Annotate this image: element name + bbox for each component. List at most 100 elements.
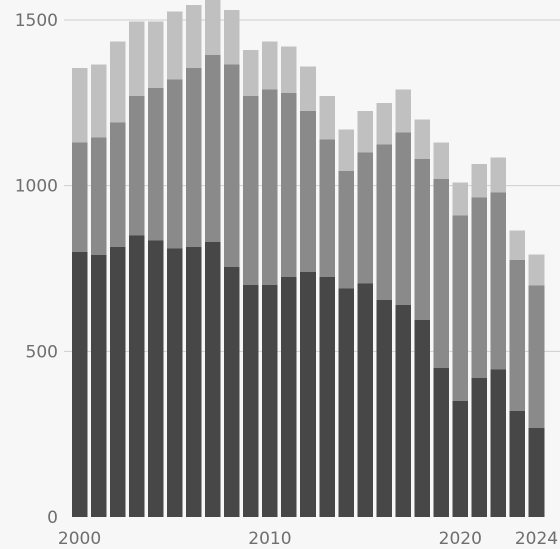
bar-segment-1 <box>185 246 202 518</box>
bar-segment-1 <box>128 235 145 517</box>
bar-segment-2 <box>433 179 450 368</box>
bar-segment-1 <box>471 377 488 517</box>
y-tick-label: 1500 <box>15 11 58 31</box>
bar-segment-1 <box>357 283 373 517</box>
bar-group-2004 <box>147 21 164 517</box>
bar-segment-1 <box>433 367 450 517</box>
bar-segment-1 <box>528 428 545 517</box>
bar-segment-2 <box>395 132 411 305</box>
bar-segment-2 <box>128 96 145 236</box>
bar-segment-3 <box>185 5 202 69</box>
bar-segment-3 <box>414 119 431 160</box>
bar-segment-2 <box>205 54 221 242</box>
bar-segment-2 <box>414 159 431 320</box>
bar-segment-3 <box>509 230 526 261</box>
bar-segment-3 <box>319 96 335 140</box>
bar-segment-2 <box>262 89 278 286</box>
bar-segment-3 <box>205 0 221 55</box>
bar-segment-3 <box>357 111 373 153</box>
bar-segment-2 <box>300 111 316 272</box>
y-tick-label: 0 <box>47 508 58 528</box>
bar-segment-1 <box>243 285 259 517</box>
bar-segment-2 <box>147 87 164 241</box>
bar-segment-3 <box>128 21 145 97</box>
bar-segment-3 <box>433 142 450 180</box>
bar-segment-3 <box>243 49 259 97</box>
bar-group-2009 <box>243 49 259 517</box>
x-axis: 2000 2010 2020 2024 <box>58 529 558 549</box>
bar-group-2011 <box>281 46 297 517</box>
bar-segment-2 <box>243 96 259 286</box>
bar-segment-2 <box>452 215 469 402</box>
bar-segment-3 <box>109 41 126 123</box>
bar-group-2001 <box>90 64 107 517</box>
bar-group-2007 <box>205 0 221 517</box>
bar-segment-3 <box>166 11 183 80</box>
bar-group-2006 <box>185 5 202 518</box>
bar-group-2014 <box>338 129 354 517</box>
bar-segment-3 <box>300 66 316 112</box>
bar-segment-3 <box>71 68 88 143</box>
bar-group-2010 <box>262 41 278 517</box>
bar-segment-2 <box>224 64 240 267</box>
bar-segment-3 <box>147 21 164 88</box>
bar-segment-3 <box>338 129 354 171</box>
bar-segment-2 <box>490 192 507 370</box>
bar-segment-1 <box>281 276 297 517</box>
x-tick-label: 2020 <box>439 529 482 549</box>
bar-segment-2 <box>90 137 107 256</box>
bar-segment-3 <box>471 164 488 198</box>
bar-segment-2 <box>338 170 354 289</box>
bar-segment-1 <box>452 401 469 517</box>
bar-segment-1 <box>109 246 126 518</box>
bar-group-2018 <box>414 119 431 517</box>
x-tick-label: 2024 <box>515 529 558 549</box>
bar-segment-3 <box>452 182 469 216</box>
bar-group-2015 <box>357 111 373 517</box>
bar-group-2012 <box>300 66 316 517</box>
y-tick-label: 500 <box>26 342 58 362</box>
bar-segment-1 <box>71 251 88 517</box>
bar-segment-2 <box>528 285 545 429</box>
bar-group-2016 <box>376 102 392 517</box>
bar-segment-1 <box>262 285 278 517</box>
bar-segment-1 <box>395 304 411 517</box>
bar-segment-2 <box>71 142 88 252</box>
bar-group-2021 <box>471 164 488 517</box>
bar-segment-2 <box>471 197 488 378</box>
bar-segment-1 <box>90 255 107 517</box>
bar-group-2020 <box>452 182 469 517</box>
bar-segment-3 <box>90 64 107 138</box>
bar-group-2002 <box>109 41 126 518</box>
bar-segment-1 <box>490 369 507 517</box>
bar-group-2008 <box>224 10 240 517</box>
bar-group-2013 <box>319 96 335 517</box>
bar-group-2000 <box>71 68 88 517</box>
y-axis: 0 500 1000 1500 <box>15 11 58 528</box>
bar-segment-1 <box>224 266 240 517</box>
bar-group-2005 <box>166 11 183 517</box>
bar-group-2023 <box>509 230 526 517</box>
bar-segment-3 <box>490 157 507 193</box>
bar-segment-1 <box>147 240 164 517</box>
bar-segment-1 <box>376 299 392 517</box>
bar-segment-2 <box>509 260 526 411</box>
bar-segment-1 <box>205 241 221 517</box>
bar-segment-1 <box>319 276 335 517</box>
bar-segment-3 <box>376 102 392 145</box>
bar-segment-2 <box>357 152 373 284</box>
x-tick-label: 2010 <box>248 529 291 549</box>
bar-segment-2 <box>319 139 335 277</box>
x-tick-label: 2000 <box>58 529 101 549</box>
bar-segment-3 <box>395 89 411 133</box>
bar-segment-2 <box>109 122 126 247</box>
bar-group-2003 <box>128 21 145 517</box>
y-tick-label: 1000 <box>15 177 58 197</box>
bar-segment-2 <box>376 144 392 300</box>
bar-segment-2 <box>185 68 202 247</box>
bar-segment-3 <box>224 10 240 65</box>
bar-segment-1 <box>338 288 354 517</box>
bar-segment-2 <box>281 92 297 277</box>
bar-segment-3 <box>281 46 297 93</box>
